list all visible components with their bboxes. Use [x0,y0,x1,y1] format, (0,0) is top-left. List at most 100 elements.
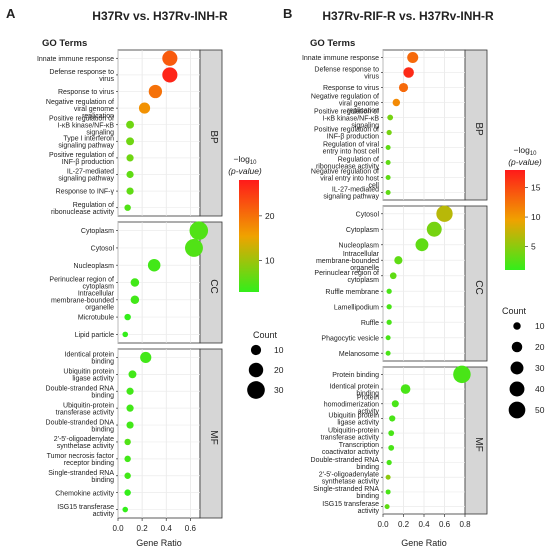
size-legend-dot [508,401,526,419]
term-label: Positive regulation of INF-β production [49,152,114,166]
x-tick-label: 0.6 [439,520,451,529]
data-point [385,335,391,341]
data-point [403,67,414,78]
term-label: Melanosome [339,351,379,358]
data-point [124,438,131,446]
size-legend-dot [250,344,262,356]
data-point [388,430,395,437]
term-label: Positive regulation of INF-β production [314,127,379,141]
term-label: Ubiquitin protein ligase activity [63,369,114,383]
term-label: Regulation of ribonuclease activity [316,157,380,171]
data-point [126,154,134,162]
x-tick-label: 0.8 [459,520,471,529]
data-point [385,160,391,165]
term-label: Perinuclear region of cytoplasm [49,277,114,291]
data-point [394,256,403,265]
color-legend-tick-label: 20 [265,211,275,221]
term-label: Ruffle membrane [325,289,379,296]
size-legend-dot [509,381,525,397]
color-legend-tick-label: 15 [531,183,541,193]
facet-strip [464,49,488,201]
facet-label: BP [473,122,484,136]
panel-b-letter: B [283,6,292,21]
data-point [126,404,134,412]
term-label: Negative regulation of viral genome replic… [311,93,379,114]
data-point [384,504,390,510]
color-legend-a-bar [239,180,259,292]
facet-label: BP [208,130,219,144]
data-point [386,459,392,466]
color-legend-a-title-1: −log10 [234,154,258,166]
term-label: Double-stranded DNA binding [46,419,115,433]
x-tick-label: 0.4 [161,524,173,533]
data-point [387,114,394,121]
term-label: Cytoplasm [81,228,114,235]
data-point [126,387,134,395]
panel-b-size-legend: Count 10 20 30 40 50 [502,306,545,419]
term-label: Response to virus [58,89,115,96]
term-label: Response to virus [323,85,380,92]
panel-b-terms-header: GO Terms [310,38,355,49]
size-legend-dot [510,361,524,375]
panel-a-color-legend: −log10 (p-value) 10 20 [228,154,275,292]
data-point [385,350,391,356]
size-legend-label: 30 [535,363,545,373]
color-legend-b-title-1: −log10 [514,145,538,157]
term-label: Positive regulation of I-κB kinase/NF-κB s… [314,108,379,129]
group-cc: CC Cytosol Cytoplasm Nucleoplasm Intracellul… [314,205,488,362]
size-legend-label: 10 [274,345,284,355]
panel-b-color-legend: −log10 (p-value) 5 10 15 [505,145,542,270]
data-point [126,120,135,129]
data-point [126,170,134,179]
term-label: Phagocytic vesicle [321,335,379,342]
data-point [407,51,419,64]
term-label: Perinuclear region of cytoplasm [314,270,379,284]
term-label: Protein binding [332,372,379,379]
size-legend-label: 50 [535,405,545,415]
data-point [415,238,429,252]
term-label: Tumor necrosis factor receptor binding [47,453,115,467]
facet-label: CC [208,279,219,293]
data-point [453,365,471,384]
panel-b-title: H37Rv-RIF-R vs. H37Rv-INH-R [322,9,494,23]
term-label: Nucleoplasm [339,242,380,249]
facet-label: MF [208,430,219,444]
term-label: ISG15 transferase activity [322,501,379,515]
data-point [392,98,401,107]
data-point [147,258,161,272]
x-tick-label: 0.6 [185,524,197,533]
group-mf: MF Protein binding Identical protein bindin… [311,365,488,515]
chart-b: BP Innate immune response Defense response… [302,49,488,548]
x-tick-label: 0.0 [112,524,124,533]
group-mf: MF Identical protein binding Ubiquitin prot… [46,348,223,519]
data-point [162,50,178,66]
term-label: Identical protein binding [330,383,380,397]
term-label: 2'-5'-oligoadenylate synthetase activity [319,471,380,485]
data-point [385,175,391,180]
term-label: Regulation of ribonuclease activity [51,202,115,216]
facet-label: CC [473,280,484,294]
facet-strip [199,49,223,217]
term-label: Innate immune response [37,56,114,63]
data-point [436,205,453,222]
term-label: Microtubule [78,315,114,322]
data-point [389,272,397,280]
term-label: Single-stranded RNA binding [48,470,114,484]
data-point [189,221,209,240]
size-legend-dot [248,362,264,378]
data-point [386,319,392,325]
term-label: Identical protein binding [65,352,115,366]
term-label: Protein homodimerization activity [324,395,380,416]
data-point [130,278,140,287]
term-label: Negative regulation of viral entry into h… [311,168,380,189]
data-point [162,67,178,83]
x-tick-label: 0.0 [377,520,389,529]
group-bp: BP Innate immune response Defense response… [302,49,488,201]
term-label: Nucleoplasm [74,263,115,270]
panel-a-size-legend: Count 10 20 30 [247,330,284,399]
data-point [426,221,442,237]
color-legend-tick-label: 10 [265,256,275,266]
term-label: Lipid particle [75,332,114,339]
term-label: Ubiquitin protein ligase activity [328,413,379,427]
